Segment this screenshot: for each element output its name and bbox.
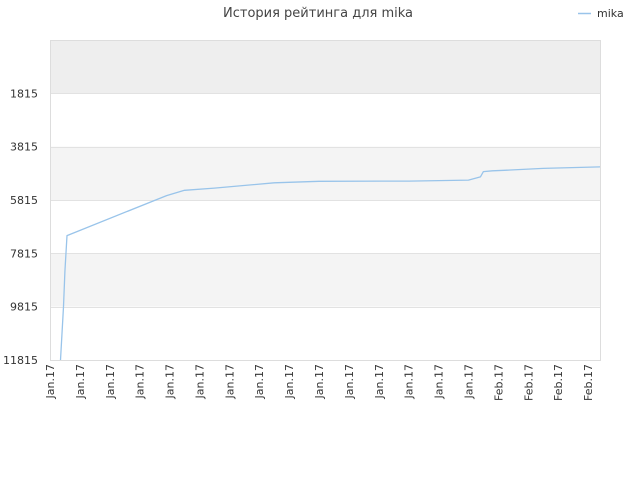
series-layer [59,166,601,361]
x-tick-label: Jan.17 [343,364,356,399]
x-axis-ticks: Jan.17 Jan.17 Jan.17 Jan.17 Jan.17 Jan.17 Jan.… [44,364,595,401]
y-tick-label: 3815 [10,141,38,154]
x-tick-label: Jan.17 [104,364,117,399]
x-tick-label: Feb.17 [552,364,565,401]
x-tick-label: Jan.17 [433,364,446,399]
plot-band [50,200,600,254]
x-tick-label: Jan.17 [403,364,416,399]
x-tick-label: Feb.17 [582,364,595,401]
legend-label-mika: mika [597,7,624,20]
x-tick-label: Jan.17 [313,364,326,399]
plot-band [50,40,600,94]
plot-border [50,40,601,361]
plot-band [50,306,600,360]
x-tick-label: Jan.17 [283,364,296,399]
x-tick-label: Jan.17 [193,364,206,399]
y-tick-label: 1815 [10,87,38,100]
y-tick-label: 7815 [10,247,38,260]
x-tick-label: Jan.17 [373,364,386,399]
y-tick-label: 9815 [10,301,38,314]
x-tick-label: Feb.17 [492,364,505,401]
series-line-mika [59,166,601,361]
x-tick-label: Feb.17 [522,364,535,401]
x-tick-label: Jan.17 [462,364,475,399]
plot-bands [50,40,600,360]
plot-band [50,253,600,307]
x-tick-label: Jan.17 [44,364,57,399]
y-tick-label: 5815 [10,194,38,207]
x-tick-label: Jan.17 [253,364,266,399]
chart-title: История рейтинга для mika [223,6,413,21]
y-tick-label: 11815 [3,354,38,367]
plot-band [50,93,600,147]
legend: mika [578,7,624,20]
x-tick-label: Jan.17 [74,364,87,399]
x-tick-label: Jan.17 [134,364,147,399]
x-tick-label: Jan.17 [164,364,177,399]
y-axis-ticks: 1815 3815 5815 7815 9815 11815 [3,87,38,367]
x-tick-label: Jan.17 [223,364,236,399]
plot-band [50,146,600,200]
